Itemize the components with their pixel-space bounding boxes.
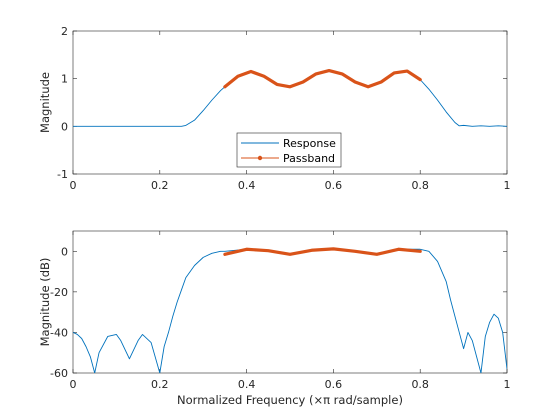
- top-x-tick-label: 0.8: [411, 179, 429, 192]
- bottom-x-tick-label: 0.6: [325, 378, 343, 391]
- top-y-axis-label: Magnitude: [38, 72, 52, 133]
- bottom-y-tick-label: 0: [61, 245, 68, 258]
- top-series-passband: [223, 68, 422, 89]
- legend: Response Passband: [236, 132, 342, 168]
- bottom-y-axis-label: Magnitude (dB): [38, 258, 52, 347]
- legend-label-response: Response: [283, 137, 336, 150]
- top-x-tick-label: 0.6: [325, 179, 343, 192]
- bottom-x-tick-label: 1: [504, 378, 511, 391]
- top-y-tick-label: 2: [61, 25, 68, 38]
- top-x-tick-label: 0.4: [238, 179, 256, 192]
- bottom-y-tick-label: -20: [50, 286, 68, 299]
- top-x-tick-label: 0: [70, 179, 77, 192]
- bottom-x-axis-label: Normalized Frequency (×π rad/sample): [177, 393, 403, 407]
- bottom-x-tick-label: 0.8: [411, 378, 429, 391]
- legend-label-passband: Passband: [283, 152, 335, 165]
- bottom-x-tick-label: 0.4: [238, 378, 256, 391]
- bottom-axes-box: [72, 230, 508, 374]
- legend-marker-passband: [257, 155, 263, 161]
- legend-box: [236, 132, 342, 168]
- top-y-tick-label: -1: [57, 168, 68, 181]
- top-y-tick-label: 1: [61, 73, 68, 86]
- top-x-tick-label: 1: [504, 179, 511, 192]
- bottom-x-tick-label: 0.2: [151, 378, 169, 391]
- top-y-tick-label: 0: [61, 120, 68, 133]
- bottom-series-passband: [223, 247, 422, 256]
- bottom-y-tick-label: -60: [50, 367, 68, 380]
- top-x-tick-label: 0.2: [151, 179, 169, 192]
- magnitude-db-axes: 0 0.2 0.4 0.6 0.8 1 -60 -40 -20 0 Magnitude (dB) No…: [38, 230, 511, 407]
- bottom-x-tick-label: 0: [70, 378, 77, 391]
- bottom-y-tick-label: -40: [50, 326, 68, 339]
